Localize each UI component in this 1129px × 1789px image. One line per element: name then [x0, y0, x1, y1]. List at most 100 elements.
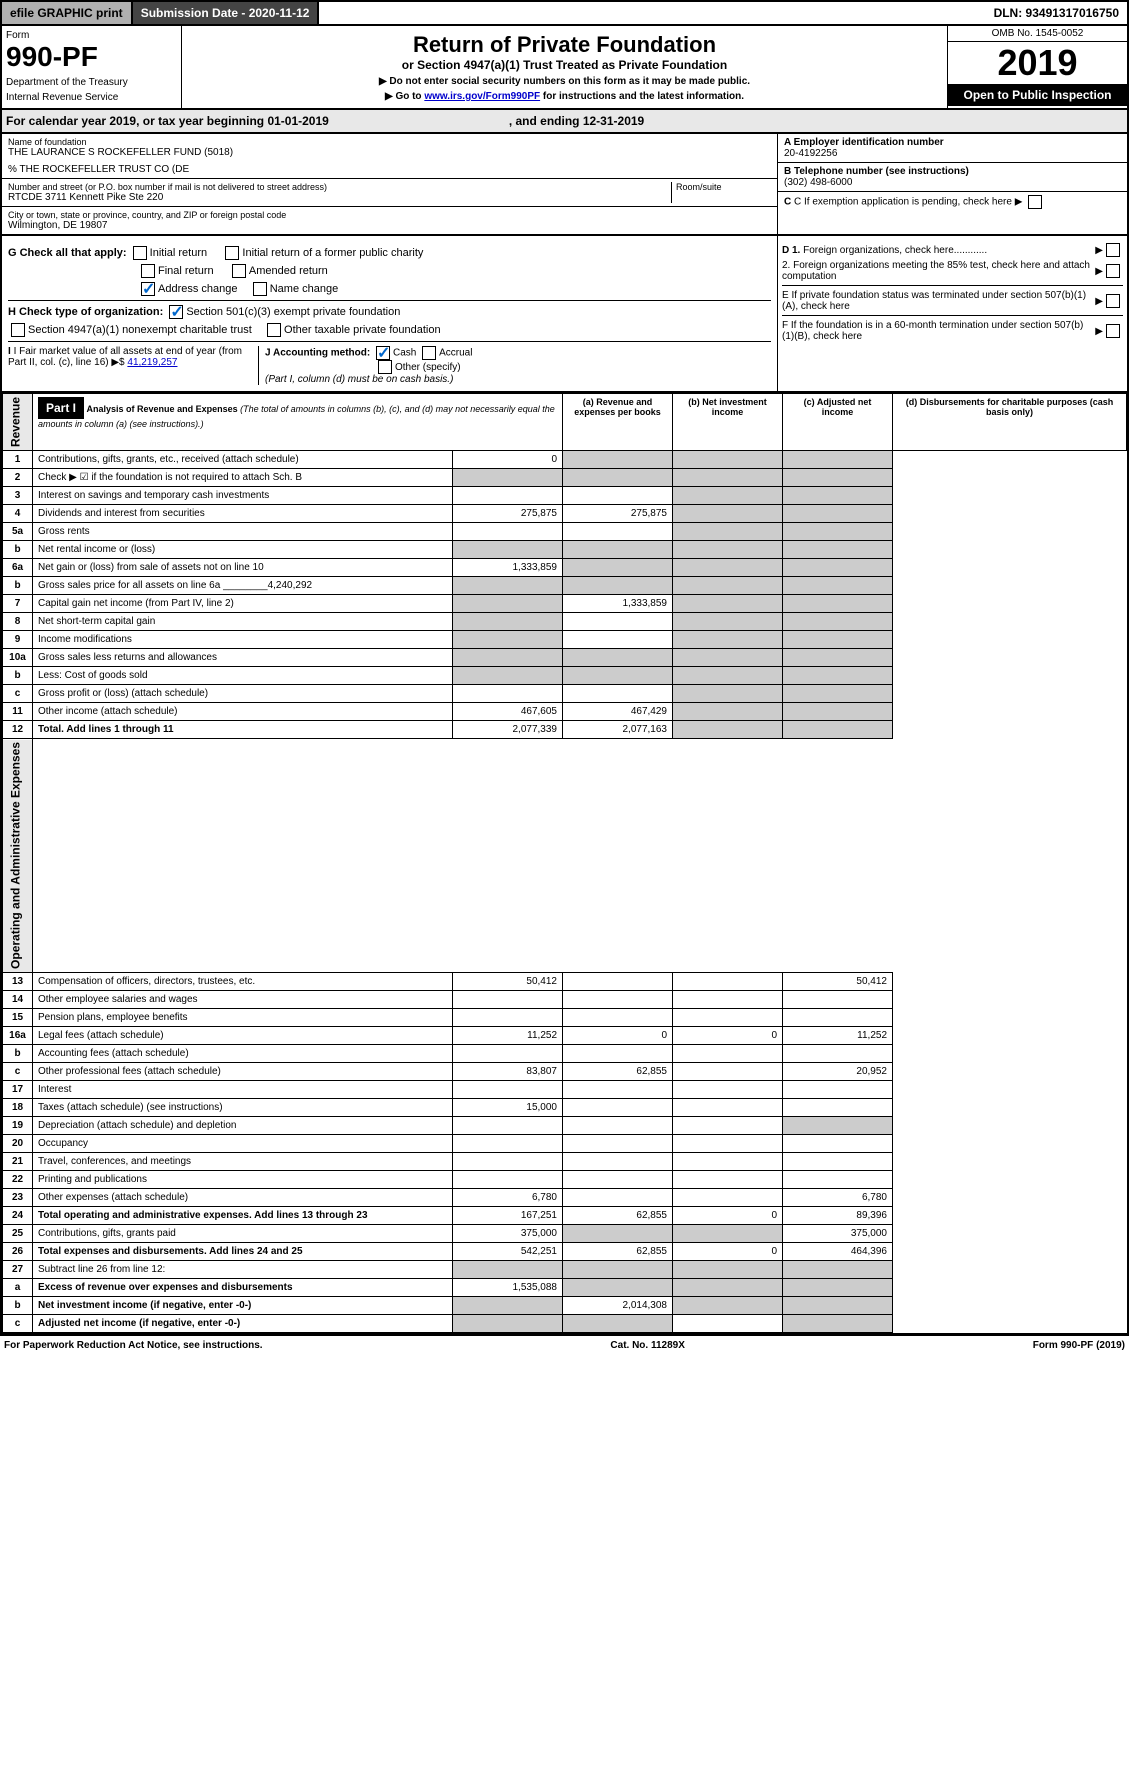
table-row: 19Depreciation (attach schedule) and dep…: [3, 1116, 1127, 1134]
col-b-val: [563, 469, 673, 487]
check-left: G Check all that apply: Initial return I…: [2, 236, 777, 391]
line-desc: Net short-term capital gain: [33, 613, 453, 631]
col-b-val: [563, 631, 673, 649]
initial-return-checkbox[interactable]: [133, 246, 147, 260]
header-left: Form 990-PF Department of the Treasury I…: [2, 26, 182, 108]
address-change-checkbox[interactable]: [141, 282, 155, 296]
col-c-val: [673, 1188, 783, 1206]
line-num: b: [3, 667, 33, 685]
accrual-checkbox[interactable]: [422, 346, 436, 360]
col-d-val: [783, 703, 893, 721]
final-return-checkbox[interactable]: [141, 264, 155, 278]
form-subtitle: or Section 4947(a)(1) Trust Treated as P…: [188, 58, 941, 72]
col-b-val: [563, 972, 673, 990]
4947-checkbox[interactable]: [11, 323, 25, 337]
col-a-val: 15,000: [453, 1098, 563, 1116]
line-num: 11: [3, 703, 33, 721]
table-row: 27Subtract line 26 from line 12:: [3, 1260, 1127, 1278]
col-d-val: [783, 487, 893, 505]
col-c-val: [673, 487, 783, 505]
info-block: Name of foundation THE LAURANCE S ROCKEF…: [0, 134, 1129, 236]
efile-button[interactable]: efile GRAPHIC print: [2, 2, 133, 24]
g-row: G Check all that apply: Initial return I…: [8, 246, 771, 260]
table-row: 6aNet gain or (loss) from sale of assets…: [3, 559, 1127, 577]
other-method-checkbox[interactable]: [378, 360, 392, 374]
initial-former-checkbox[interactable]: [225, 246, 239, 260]
col-d-val: [783, 451, 893, 469]
line-num: 18: [3, 1098, 33, 1116]
col-a-val: [453, 523, 563, 541]
table-row: cOther professional fees (attach schedul…: [3, 1062, 1127, 1080]
col-d-val: [783, 990, 893, 1008]
other-taxable-checkbox[interactable]: [267, 323, 281, 337]
table-row: 7Capital gain net income (from Part IV, …: [3, 595, 1127, 613]
col-a-val: [453, 1008, 563, 1026]
line-desc: Net rental income or (loss): [33, 541, 453, 559]
col-a-val: 1,333,859: [453, 559, 563, 577]
table-row: 25Contributions, gifts, grants paid375,0…: [3, 1224, 1127, 1242]
table-row: 21Travel, conferences, and meetings: [3, 1152, 1127, 1170]
col-c-val: [673, 1314, 783, 1332]
line-num: 9: [3, 631, 33, 649]
name-change-checkbox[interactable]: [253, 282, 267, 296]
col-b-val: [563, 1224, 673, 1242]
col-d-val: [783, 1170, 893, 1188]
col-d-val: [783, 721, 893, 739]
calendar-year-row: For calendar year 2019, or tax year begi…: [0, 110, 1129, 134]
d1-checkbox[interactable]: [1106, 243, 1120, 257]
col-b-val: [563, 1008, 673, 1026]
amended-return-checkbox[interactable]: [232, 264, 246, 278]
col-a-val: 2,077,339: [453, 721, 563, 739]
line-desc: Gross rents: [33, 523, 453, 541]
line-desc: Other income (attach schedule): [33, 703, 453, 721]
line-num: 15: [3, 1008, 33, 1026]
501c3-checkbox[interactable]: [169, 305, 183, 319]
line-desc: Taxes (attach schedule) (see instruction…: [33, 1098, 453, 1116]
dln: DLN: 93491317016750: [986, 2, 1127, 24]
line-desc: Pension plans, employee benefits: [33, 1008, 453, 1026]
submission-date: Submission Date - 2020-11-12: [133, 2, 320, 24]
line-num: a: [3, 1278, 33, 1296]
d2-checkbox[interactable]: [1106, 264, 1120, 278]
irs-link[interactable]: www.irs.gov/Form990PF: [424, 91, 540, 102]
form-label: Form: [6, 30, 177, 41]
col-b-val: [563, 1314, 673, 1332]
table-row: 5aGross rents: [3, 523, 1127, 541]
col-a-val: [453, 1134, 563, 1152]
cash-checkbox[interactable]: [376, 346, 390, 360]
city-row: City or town, state or province, country…: [2, 207, 777, 234]
table-row: cGross profit or (loss) (attach schedule…: [3, 685, 1127, 703]
line-num: b: [3, 577, 33, 595]
line-desc: Subtract line 26 from line 12:: [33, 1260, 453, 1278]
line-desc: Legal fees (attach schedule): [33, 1026, 453, 1044]
line-num: c: [3, 1314, 33, 1332]
line-desc: Excess of revenue over expenses and disb…: [33, 1278, 453, 1296]
exemption-checkbox[interactable]: [1028, 195, 1042, 209]
col-d-val: [783, 1116, 893, 1134]
col-b-val: [563, 523, 673, 541]
e-checkbox[interactable]: [1106, 294, 1120, 308]
line-num: 1: [3, 451, 33, 469]
line-desc: Gross profit or (loss) (attach schedule): [33, 685, 453, 703]
col-a-val: [453, 667, 563, 685]
line-desc: Other employee salaries and wages: [33, 990, 453, 1008]
top-bar: efile GRAPHIC print Submission Date - 20…: [0, 0, 1129, 26]
col-c-val: 0: [673, 1206, 783, 1224]
table-row: 15Pension plans, employee benefits: [3, 1008, 1127, 1026]
col-b-val: [563, 1278, 673, 1296]
line-desc: Capital gain net income (from Part IV, l…: [33, 595, 453, 613]
col-a-val: 542,251: [453, 1242, 563, 1260]
line-num: c: [3, 1062, 33, 1080]
table-row: 2Check ▶ ☑ if the foundation is not requ…: [3, 469, 1127, 487]
col-a-val: 467,605: [453, 703, 563, 721]
col-d-val: 20,952: [783, 1062, 893, 1080]
col-a-val: [453, 631, 563, 649]
table-row: 3Interest on savings and temporary cash …: [3, 487, 1127, 505]
line-num: 25: [3, 1224, 33, 1242]
table-row: 12Total. Add lines 1 through 112,077,339…: [3, 721, 1127, 739]
line-desc: Printing and publications: [33, 1170, 453, 1188]
f-checkbox[interactable]: [1106, 324, 1120, 338]
col-a-val: [453, 1152, 563, 1170]
col-c-val: [673, 990, 783, 1008]
col-b-val: [563, 1134, 673, 1152]
